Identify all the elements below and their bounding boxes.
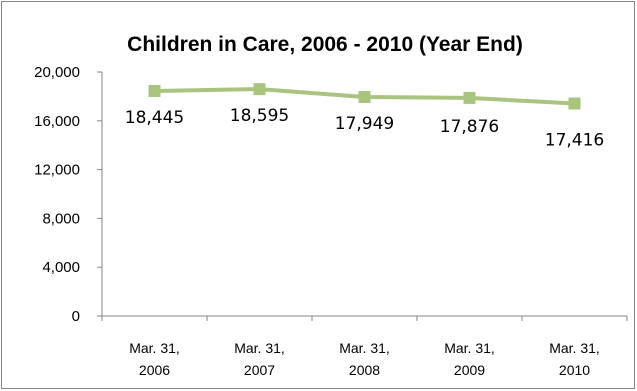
x-tick-label: Mar. 31, 2007 xyxy=(234,340,285,378)
y-tick-label: 12,000 xyxy=(34,162,80,179)
data-label: 17,949 xyxy=(335,114,394,134)
y-tick-label: 8,000 xyxy=(42,210,80,227)
x-tick-label: Mar. 31, 2009 xyxy=(444,340,495,378)
data-point-marker xyxy=(253,83,266,96)
x-tick-label-line: 2008 xyxy=(349,362,380,378)
x-tick-label-line: Mar. 31, xyxy=(234,340,285,356)
x-tick-label-line: 2006 xyxy=(139,362,170,378)
x-tick-label-line: Mar. 31, xyxy=(444,340,495,356)
data-point-marker xyxy=(568,97,581,110)
y-tick-label: 0 xyxy=(72,308,80,325)
y-tick-label: 16,000 xyxy=(34,113,80,130)
x-tick-label-line: 2007 xyxy=(244,362,275,378)
data-label: 17,416 xyxy=(545,131,604,151)
data-labels: 18,445 18,595 17,949 17,876 17,416 xyxy=(125,106,604,150)
data-label: 18,595 xyxy=(230,106,289,126)
x-tick-label-line: Mar. 31, xyxy=(129,340,180,356)
x-tick-label: Mar. 31, 2008 xyxy=(339,340,390,378)
data-point-marker xyxy=(148,84,161,97)
y-tick-label: 4,000 xyxy=(42,259,80,276)
x-tick-label-line: Mar. 31, xyxy=(549,340,600,356)
y-axis: 0 4,000 8,000 12,000 16,000 20,000 xyxy=(34,64,103,325)
data-point-marker xyxy=(358,91,371,104)
x-tick-label-line: 2010 xyxy=(559,362,590,378)
x-tick-label-line: Mar. 31, xyxy=(339,340,390,356)
data-label: 17,876 xyxy=(440,117,499,137)
data-point-marker xyxy=(463,91,476,104)
series-line xyxy=(148,83,581,110)
x-tick-label-line: 2009 xyxy=(454,362,485,378)
chart-title: Children in Care, 2006 - 2010 (Year End) xyxy=(127,33,523,56)
x-tick-label: Mar. 31, 2010 xyxy=(549,340,600,378)
x-tick-label: Mar. 31, 2006 xyxy=(129,340,180,378)
data-label: 18,445 xyxy=(125,108,184,128)
y-tick-label: 20,000 xyxy=(34,64,80,81)
